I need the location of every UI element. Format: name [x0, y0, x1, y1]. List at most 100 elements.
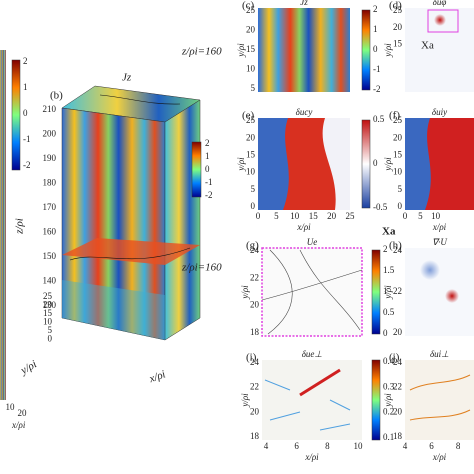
y-tick-label: 22 [393, 382, 402, 392]
y-tick-label: 0 [398, 201, 403, 211]
y-tick-label: 20 [393, 406, 403, 416]
colorbar-tick-label: 0 [205, 164, 210, 174]
y-tick-label: 20 [393, 132, 403, 142]
y-axis-label: y/ρi [236, 43, 246, 58]
panel-label: (d) [389, 0, 402, 12]
y-tick-label: 20 [43, 300, 53, 310]
y-tick-label: 15 [43, 308, 53, 318]
panel-label: (j) [389, 352, 400, 364]
y-tick-label: 24 [393, 245, 403, 255]
panel-a-colorbar [11, 59, 21, 171]
panel-label: (h) [389, 240, 402, 252]
colorbar-tick-label: 0 [383, 328, 388, 338]
annotation: z/ρi=160 [181, 262, 222, 274]
x-tick-label: 8 [325, 441, 330, 451]
x-tick-label: 10 [290, 211, 300, 221]
colorbar-tick-label: 2 [373, 4, 378, 14]
panel-title: δuiy [432, 107, 447, 117]
y-tick-label: 15 [393, 39, 403, 49]
colorbar-tick-label: -1 [205, 177, 213, 187]
y-tick-label: 18 [250, 327, 260, 337]
colorbar-tick-label: 0.5 [373, 114, 385, 124]
y-axis-label: y/ρi [236, 157, 246, 172]
x-tick-label: 8 [456, 441, 461, 451]
colorbar-tick-label: 1 [373, 24, 378, 34]
x-axis-label: x/ρi [11, 420, 26, 430]
y-tick-label: 25 [393, 115, 403, 125]
y-tick-label: 5 [251, 83, 256, 93]
colorbar-tick-label: 2 [205, 138, 210, 148]
z-tick-label: 150 [43, 251, 57, 261]
y-axis-label: y/ρi [240, 393, 250, 408]
y-tick-label: 10 [43, 317, 53, 327]
y-tick-label: 20 [393, 22, 403, 32]
x-axis-label: x/ρi [432, 452, 447, 462]
z-tick-label: 180 [43, 178, 57, 188]
colorbar-tick-label: 1 [383, 286, 388, 296]
colorbar-tick-label: 0.5 [383, 307, 395, 317]
panel-label: (b) [50, 90, 63, 102]
y-tick-label: 5 [398, 184, 403, 194]
x-tick-label: 10 [431, 211, 441, 221]
x-tick-label: 6 [429, 441, 434, 451]
y-tick-label: 20 [246, 132, 256, 142]
z-tick-label: 210 [43, 104, 57, 114]
y-tick-label: 10 [246, 167, 256, 177]
y-tick-label: 22 [250, 272, 259, 282]
colorbar-tick-label: -1 [23, 134, 31, 144]
y-tick-label: 18 [250, 431, 260, 441]
x-tick-label: 20 [327, 211, 337, 221]
panel-b-box [61, 85, 201, 341]
panel-title: δue⊥ [302, 349, 323, 359]
y-tick-label: 25 [246, 5, 256, 15]
y-tick-label: 10 [393, 167, 403, 177]
z-tick-label: 160 [43, 227, 57, 237]
panel-title: δuφ [433, 0, 447, 7]
colorbar-tick-label: -1 [373, 64, 381, 74]
colorbar-tick-label: 1 [23, 82, 28, 92]
annotation: Xa [421, 40, 434, 52]
x-axis-label: x/ρi [296, 222, 311, 232]
y-axis-label: y/ρi [383, 393, 393, 408]
y-tick-label: 15 [246, 149, 256, 159]
y-axis-label: y/ρi [383, 285, 393, 300]
x-tick-label: 0 [403, 211, 408, 221]
colorbar-tick-label: 0.2 [383, 407, 394, 417]
panel-a-image [0, 50, 6, 400]
y-tick-label: 20 [393, 327, 403, 337]
y-tick-label: 20 [250, 406, 260, 416]
y-tick-label: 25 [393, 5, 403, 15]
x-tick-label: 25 [346, 211, 356, 221]
y-tick-label: 5 [48, 325, 53, 335]
colorbar-tick-label: 0 [23, 108, 28, 118]
x-tick-label: 5 [418, 211, 423, 221]
panel-title: δucy [296, 107, 313, 117]
panel-title: δui⊥ [430, 349, 449, 359]
panel-label: (c) [242, 0, 255, 12]
y-tick-label: 24 [250, 357, 260, 367]
x-axis-label: x/ρi [432, 222, 447, 232]
z-tick-label: 170 [43, 202, 57, 212]
panel-label: (f) [389, 110, 400, 122]
z-tick-label: 140 [43, 276, 57, 286]
colorbar-tick-label: 2 [23, 56, 28, 66]
panel-title: Ue [307, 237, 318, 247]
colorbar-tick-label: -2 [205, 190, 213, 200]
y-tick-label: 25 [43, 291, 53, 301]
panel-b-colorbar [191, 141, 202, 198]
y-tick-label: 25 [246, 115, 256, 125]
colorbar-tick-label: 0.4 [383, 356, 395, 366]
y-tick-label: 0 [48, 334, 53, 344]
colorbar-tick-label: -2 [373, 84, 381, 94]
colorbar-tick-label: 0.3 [383, 381, 395, 391]
y-tick-label: 22 [250, 382, 259, 392]
x-tick-label: 4 [403, 441, 408, 451]
y-tick-label: 10 [246, 64, 256, 74]
z-tick-label: 200 [43, 129, 57, 139]
annotation: z/ρi=160 [181, 46, 222, 58]
y-tick-label: 20 [250, 300, 260, 310]
colorbar-tick-label: 0 [373, 44, 378, 54]
y-axis-label: y/ρi [240, 285, 250, 300]
x-axis-label: x/ρi [147, 368, 167, 385]
